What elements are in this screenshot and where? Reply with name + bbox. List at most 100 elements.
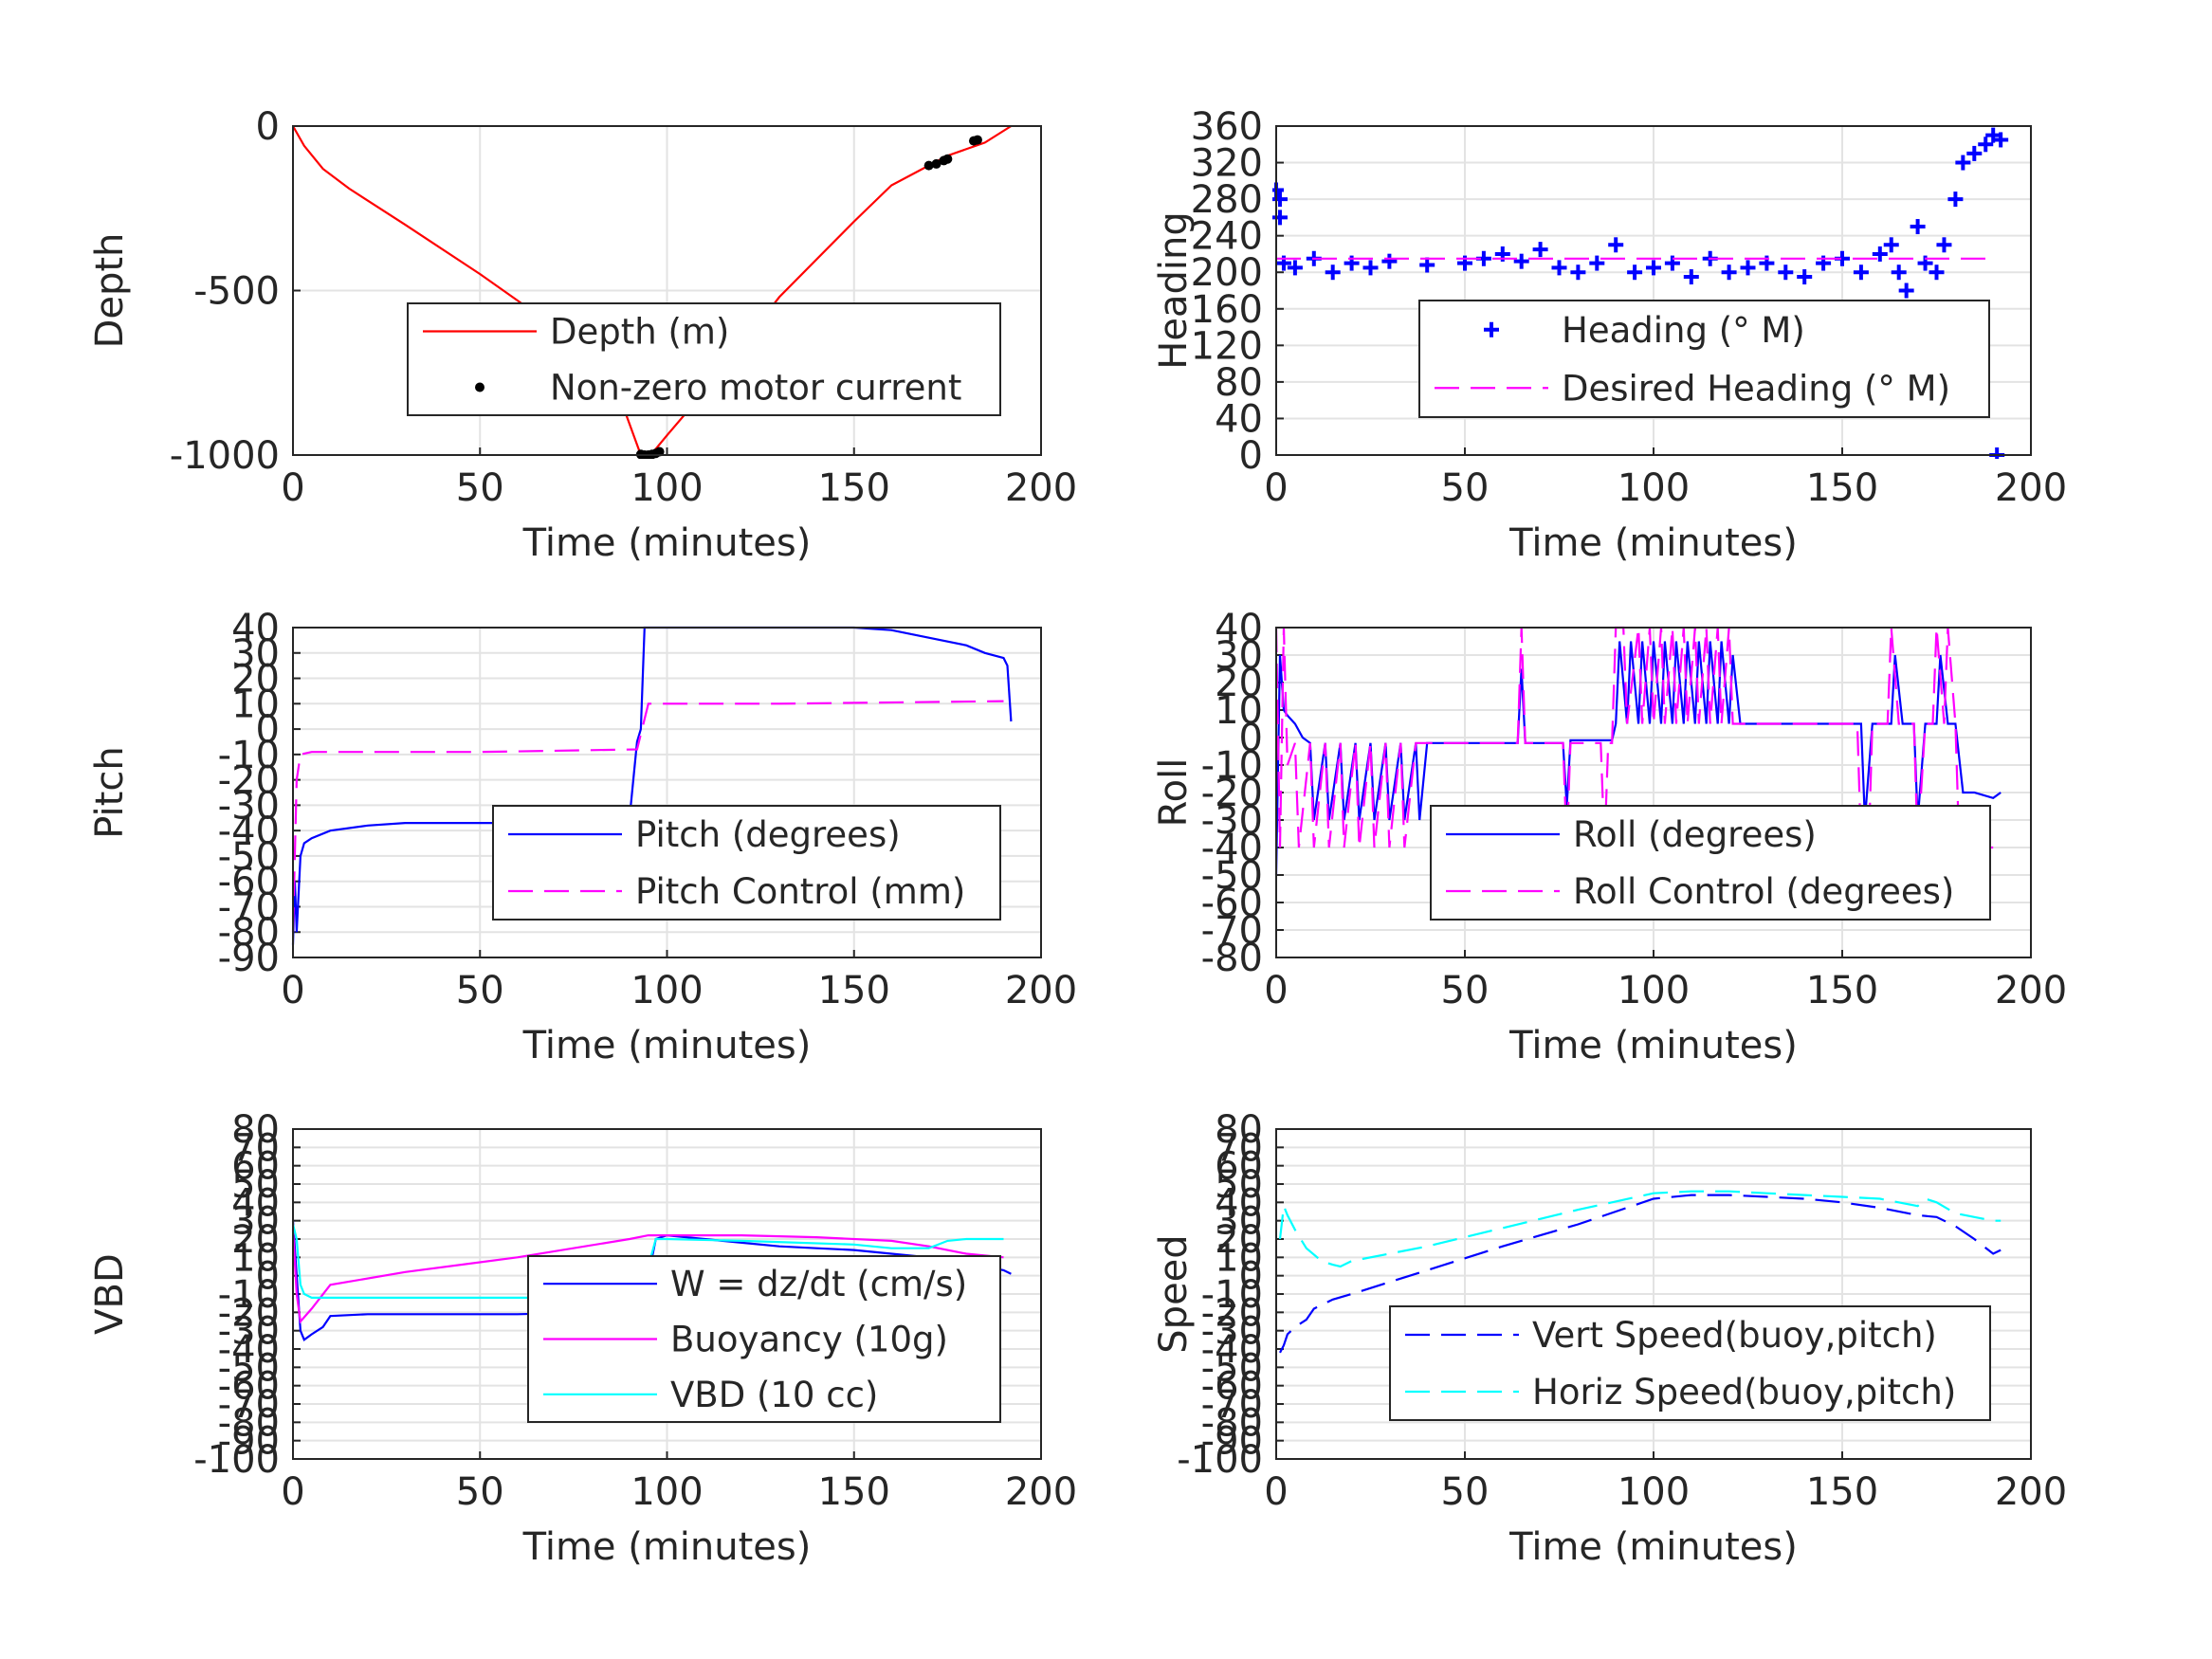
y-tick-label: 360 — [1191, 105, 1263, 149]
legend-label: Pitch Control (mm) — [635, 871, 965, 912]
legend-label: Non-zero motor current — [550, 368, 961, 409]
x-tick-label: 150 — [818, 969, 890, 1012]
data-point — [1947, 191, 1964, 208]
legend-box — [1418, 300, 1990, 418]
x-axis-label: Time (minutes) — [522, 521, 812, 565]
data-point — [1513, 253, 1529, 269]
y-tick-label: -20 — [1201, 772, 1263, 815]
legend-label: VBD (10 cc) — [670, 1375, 878, 1415]
y-tick-label: 10 — [1215, 689, 1263, 733]
data-point — [1608, 237, 1624, 253]
data-point — [1721, 264, 1737, 281]
x-tick-label: 50 — [1441, 969, 1490, 1012]
legend-label: Vert Speed(buoy,pitch) — [1532, 1315, 1937, 1356]
series-line-2 — [1278, 1190, 2002, 1268]
y-tick-label: -40 — [218, 1328, 280, 1372]
y-tick-label: 0 — [1239, 717, 1263, 760]
axes-box — [292, 1128, 1042, 1460]
subplot-6: 0 50 100 150 20080706050403020100-10-20-30-4… — [1152, 1108, 2067, 1569]
series-line-2 — [1274, 626, 1994, 849]
series-line-2 — [291, 700, 1004, 933]
x-tick-label: 50 — [1441, 466, 1490, 510]
x-tick-label: 50 — [456, 969, 504, 1012]
y-tick-label: -60 — [218, 861, 280, 904]
data-point — [1797, 269, 1813, 285]
y-axis-label: Heading — [1152, 211, 1196, 369]
legend-box — [407, 302, 1001, 416]
subplot-5: 0 50 100 150 20080706050403020100-10-20-30-4… — [88, 1108, 1077, 1569]
x-tick-label: 100 — [631, 1470, 703, 1514]
x-tick-label: 50 — [456, 1470, 504, 1514]
y-tick-label: -40 — [1201, 1328, 1263, 1372]
y-tick-label: 80 — [231, 1108, 280, 1152]
y-tick-label: -40 — [1201, 827, 1263, 870]
data-point — [1287, 260, 1303, 276]
data-point — [1381, 253, 1398, 269]
y-tick-label: 20 — [1215, 662, 1263, 705]
x-tick-label: 150 — [1806, 1470, 1878, 1514]
y-tick-label: 80 — [1215, 361, 1263, 405]
y-tick-label: -60 — [1201, 882, 1263, 925]
x-tick-label: 0 — [1264, 969, 1288, 1012]
data-point — [1966, 145, 1983, 161]
axes-box — [292, 125, 1042, 456]
legend-label: Heading (° M) — [1562, 310, 1805, 351]
legend-label: Buoyancy (10g) — [670, 1320, 948, 1360]
x-tick-label: 200 — [1005, 969, 1077, 1012]
data-point — [1936, 237, 1952, 253]
series-line-1 — [1279, 1194, 2002, 1354]
x-tick-label: 200 — [1005, 466, 1077, 510]
y-tick-label: 20 — [1215, 1218, 1263, 1262]
y-tick-label: 70 — [231, 1126, 280, 1170]
y-tick-label: 70 — [1215, 1126, 1263, 1170]
legend-swatch — [1484, 321, 1499, 337]
y-tick-label: -30 — [218, 1310, 280, 1354]
legend: Pitch (degrees) Pitch Control (mm) — [492, 805, 1001, 921]
y-tick-label: -50 — [218, 1346, 280, 1390]
data-point — [1589, 255, 1605, 271]
data-point — [931, 158, 941, 169]
data-point — [1993, 132, 2009, 148]
data-point — [1664, 255, 1680, 271]
y-tick-label: 200 — [1191, 251, 1263, 295]
y-tick-label: -100 — [1177, 1438, 1263, 1482]
data-point — [1570, 264, 1586, 281]
legend: Heading (° M) Desired Heading (° M) — [1418, 300, 1990, 418]
y-tick-label: -70 — [218, 885, 280, 929]
legend: Roll (degrees) Roll Control (degrees) — [1430, 805, 1991, 921]
data-point — [1898, 283, 1914, 299]
x-tick-label: 200 — [1995, 969, 2067, 1012]
y-tick-label: 50 — [231, 1163, 280, 1207]
y-tick-label: -30 — [218, 784, 280, 828]
y-axis-label: VBD — [88, 1253, 132, 1335]
y-tick-label: -100 — [193, 1438, 280, 1482]
data-point — [1362, 260, 1379, 276]
data-point — [1853, 264, 1869, 281]
y-tick-label: -50 — [1201, 1346, 1263, 1390]
y-tick-label: 120 — [1191, 324, 1263, 368]
y-tick-label: -10 — [1201, 744, 1263, 788]
legend-label: Horiz Speed(buoy,pitch) — [1532, 1372, 1956, 1413]
y-tick-label: 40 — [1215, 397, 1263, 441]
y-tick-label: 10 — [231, 683, 280, 726]
y-tick-label: -10 — [218, 734, 280, 777]
legend-label: W = dz/dt (cm/s) — [670, 1264, 967, 1304]
y-tick-label: -1000 — [170, 434, 280, 478]
data-point — [1627, 264, 1643, 281]
y-tick-label: 40 — [1215, 607, 1263, 650]
y-tick-label: 0 — [1239, 1255, 1263, 1299]
y-tick-label: 0 — [256, 105, 280, 149]
y-tick-label: -80 — [1201, 937, 1263, 980]
y-tick-label: -90 — [1201, 1420, 1263, 1464]
x-tick-label: 0 — [1264, 1470, 1288, 1514]
legend-box — [492, 805, 1001, 921]
legend-label: Roll (degrees) — [1573, 814, 1817, 855]
y-tick-label: -20 — [1201, 1291, 1263, 1335]
y-tick-label: 30 — [231, 632, 280, 676]
y-tick-label: 40 — [231, 607, 280, 650]
y-tick-label: -20 — [218, 759, 280, 803]
y-tick-label: 20 — [231, 1218, 280, 1262]
y-tick-label: 60 — [231, 1145, 280, 1189]
x-tick-label: 100 — [631, 969, 703, 1012]
